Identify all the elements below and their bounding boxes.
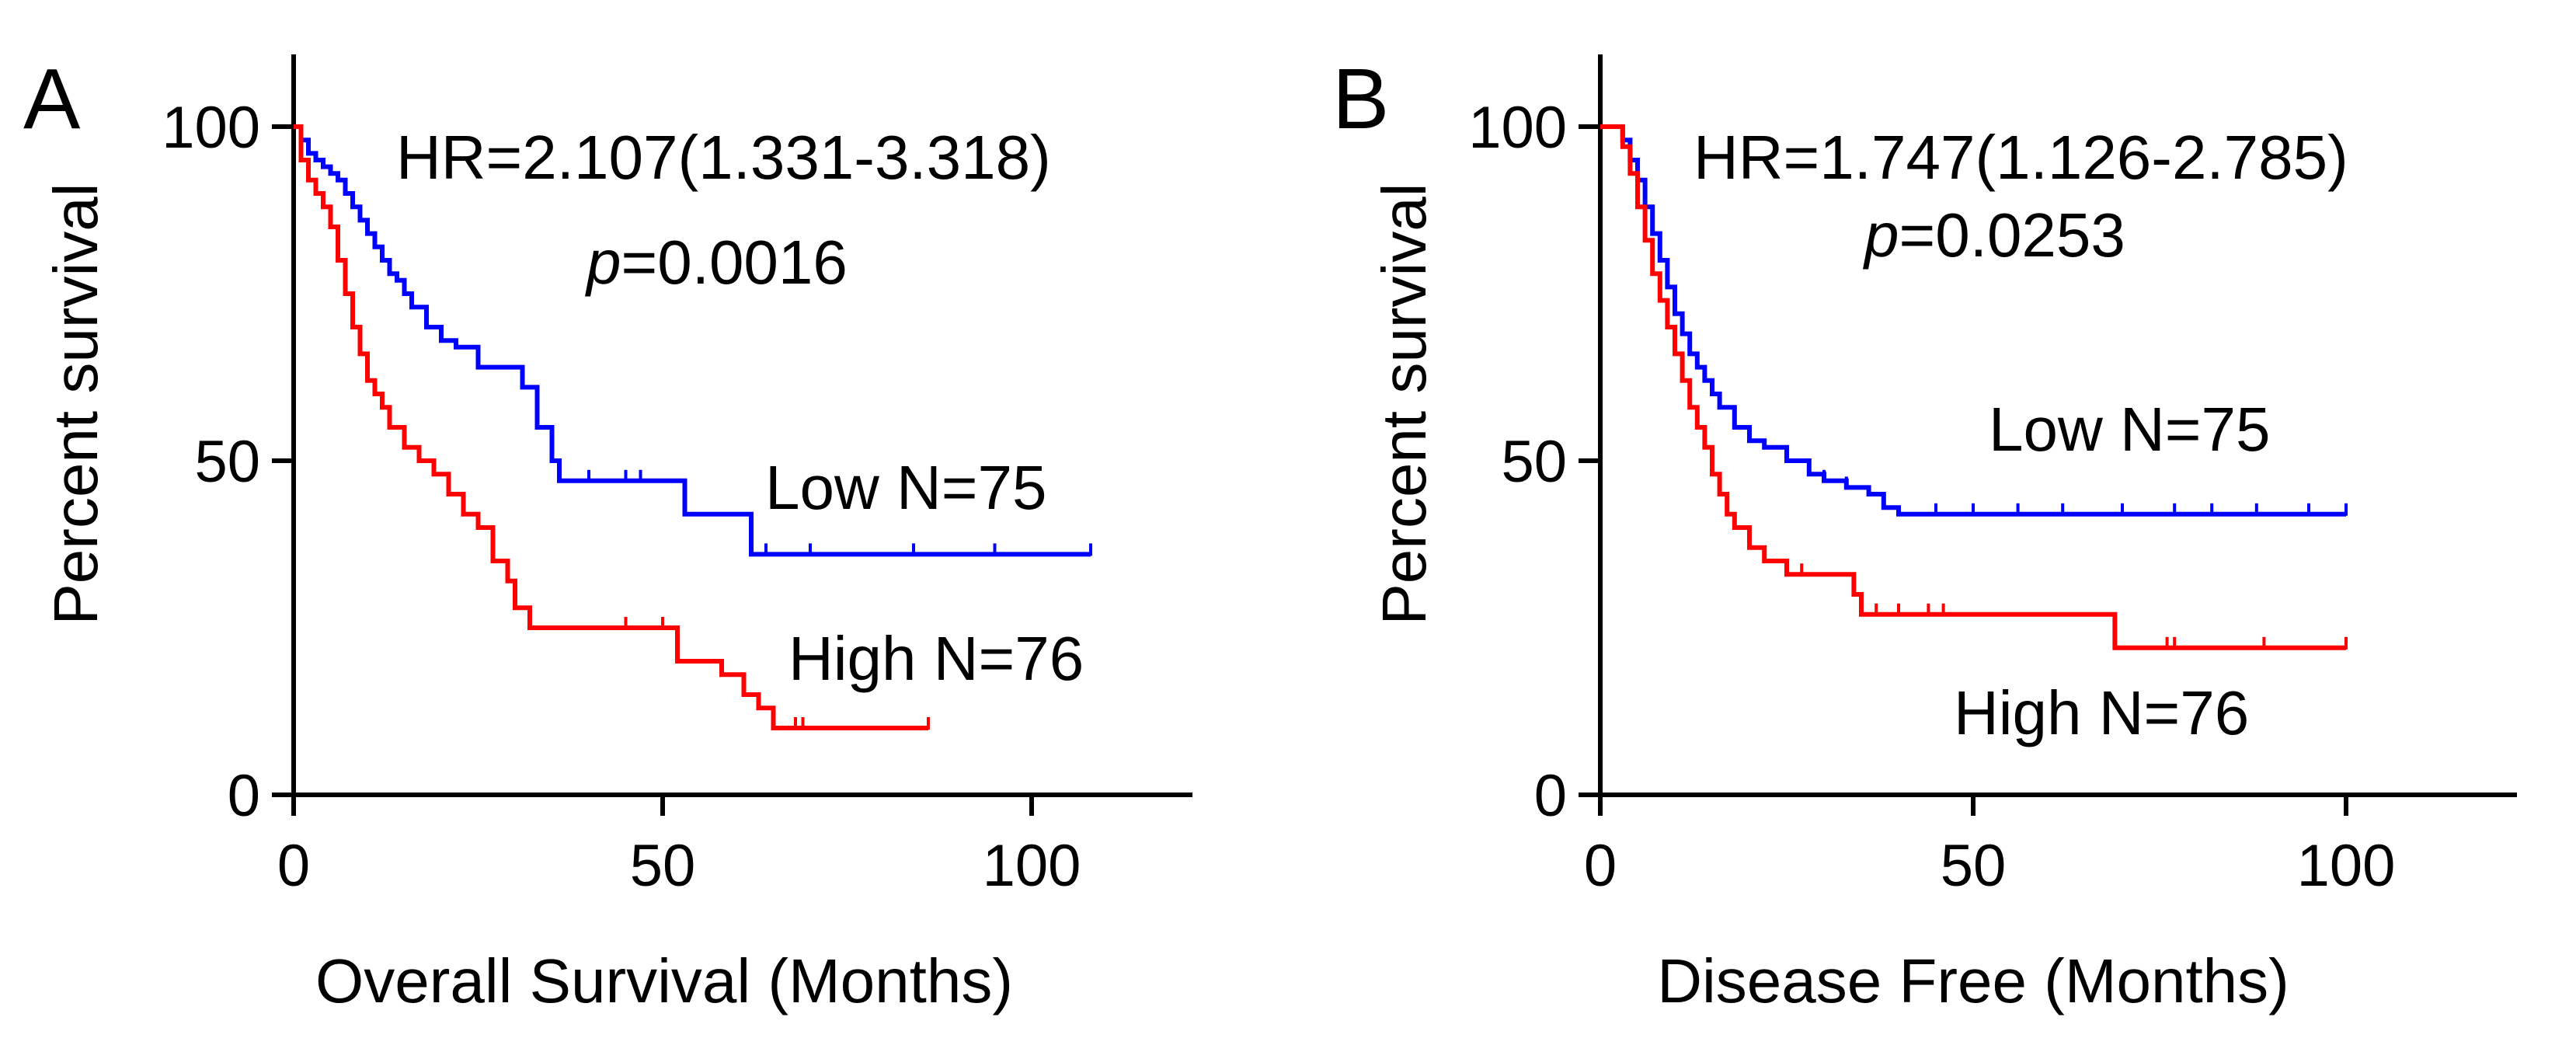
x-tick-label: 50 xyxy=(630,833,696,899)
high-group-label: High N=76 xyxy=(788,624,1084,693)
low-survival-curve xyxy=(1600,124,2346,517)
plot-area xyxy=(294,124,1092,730)
x-tick-label: 100 xyxy=(2297,833,2396,899)
low-survival-curve xyxy=(294,124,1091,557)
panel-label: A xyxy=(23,51,81,147)
y-tick-label: 50 xyxy=(194,429,260,495)
high-group-label: High N=76 xyxy=(1954,678,2249,747)
y-axis-title: Percent survival xyxy=(41,183,110,625)
high-survival-curve xyxy=(294,124,928,730)
y-tick-label: 0 xyxy=(228,763,260,829)
hazard-ratio-text: HR=2.107(1.331-3.318) xyxy=(396,123,1051,192)
high-survival-curve xyxy=(1600,124,2346,650)
y-tick-label: 0 xyxy=(1534,763,1567,829)
panel-b: B Percent survival 100 50 0 0 50 100 Dis… xyxy=(1332,51,2517,1015)
low-group-label: Low N=75 xyxy=(1989,395,2270,464)
panel-a: A Percent survival 100 50 0 0 50 100 Ove… xyxy=(23,51,1192,1015)
y-tick-label: 50 xyxy=(1501,429,1567,495)
x-tick-label: 50 xyxy=(1941,833,2007,899)
hazard-ratio-text: HR=1.747(1.126-2.785) xyxy=(1694,123,2348,192)
x-axis-title: Disease Free (Months) xyxy=(1657,946,2289,1015)
panel-label: B xyxy=(1332,51,1389,147)
x-tick-label: 0 xyxy=(1584,833,1617,899)
low-group-label: Low N=75 xyxy=(765,453,1046,522)
y-axis-title: Percent survival xyxy=(1370,183,1439,625)
p-value-text: p=0.0253 xyxy=(1863,200,2125,270)
x-tick-label: 0 xyxy=(277,833,310,899)
plot-area xyxy=(1600,124,2348,650)
y-tick-label: 100 xyxy=(162,95,260,161)
x-tick-label: 100 xyxy=(983,833,1081,899)
x-axis-title: Overall Survival (Months) xyxy=(315,946,1013,1015)
p-value-text: p=0.0016 xyxy=(585,228,848,297)
y-tick-label: 100 xyxy=(1468,95,1567,161)
